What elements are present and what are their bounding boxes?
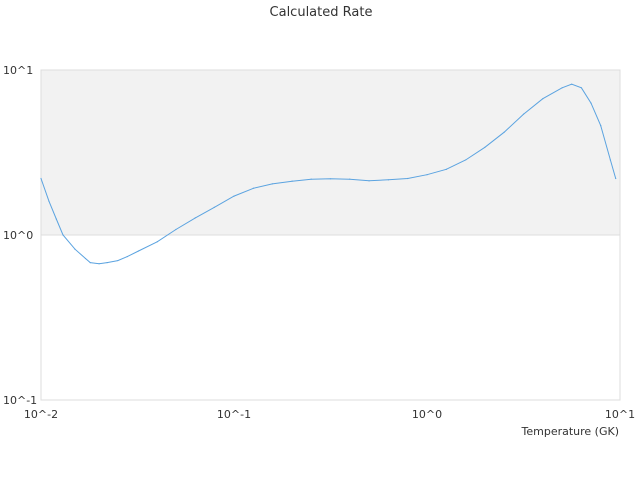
y-tick-label: 10^1 bbox=[3, 64, 33, 77]
y-tick-label: 10^0 bbox=[3, 229, 33, 242]
data-point bbox=[349, 178, 351, 180]
data-point bbox=[445, 168, 447, 170]
data-point bbox=[503, 131, 505, 133]
data-point bbox=[615, 177, 617, 180]
data-point bbox=[291, 180, 293, 182]
data-point bbox=[600, 125, 602, 127]
data-point bbox=[84, 257, 87, 260]
data-point bbox=[117, 259, 119, 262]
data-point bbox=[465, 159, 467, 161]
data-point bbox=[407, 177, 409, 180]
data-point bbox=[156, 241, 158, 243]
data-point bbox=[194, 217, 196, 219]
data-point bbox=[368, 180, 370, 182]
data-point bbox=[329, 178, 332, 180]
data-point bbox=[55, 218, 57, 220]
data-point bbox=[590, 102, 592, 104]
x-tick-label: 10^0 bbox=[412, 408, 442, 421]
data-point bbox=[609, 159, 611, 161]
series-line bbox=[40, 83, 617, 265]
data-point bbox=[175, 228, 177, 231]
data-point bbox=[126, 255, 128, 258]
x-tick-label: 10^1 bbox=[605, 408, 635, 421]
shaded-band bbox=[41, 70, 620, 235]
data-point bbox=[74, 248, 76, 250]
data-point bbox=[137, 250, 140, 252]
data-point bbox=[426, 174, 428, 176]
x-tick-label: 10^-1 bbox=[217, 408, 251, 421]
data-point bbox=[484, 146, 486, 148]
x-tick-label: 10^-2 bbox=[24, 408, 58, 421]
data-point bbox=[387, 179, 390, 181]
data-point bbox=[233, 195, 235, 197]
data-point bbox=[522, 113, 525, 115]
x-axis-label: Temperature (GK) bbox=[521, 425, 620, 438]
data-point bbox=[106, 262, 108, 264]
data-point bbox=[252, 187, 254, 189]
data-point bbox=[271, 183, 273, 185]
data-point bbox=[48, 200, 50, 202]
data-point bbox=[62, 234, 64, 236]
data-point bbox=[89, 262, 91, 264]
plot-area: 10^-110^010^110^-2 10^-1 10^0 10^1 bbox=[3, 64, 635, 421]
data-point bbox=[571, 83, 573, 85]
data-point bbox=[542, 98, 544, 100]
data-point bbox=[213, 206, 215, 208]
data-point bbox=[98, 263, 100, 265]
data-point bbox=[310, 178, 312, 180]
data-point bbox=[561, 87, 563, 89]
chart-title: Calculated Rate bbox=[270, 5, 373, 20]
data-point bbox=[580, 87, 583, 89]
data-point bbox=[40, 177, 42, 180]
y-tick-label: 10^-1 bbox=[3, 394, 37, 407]
